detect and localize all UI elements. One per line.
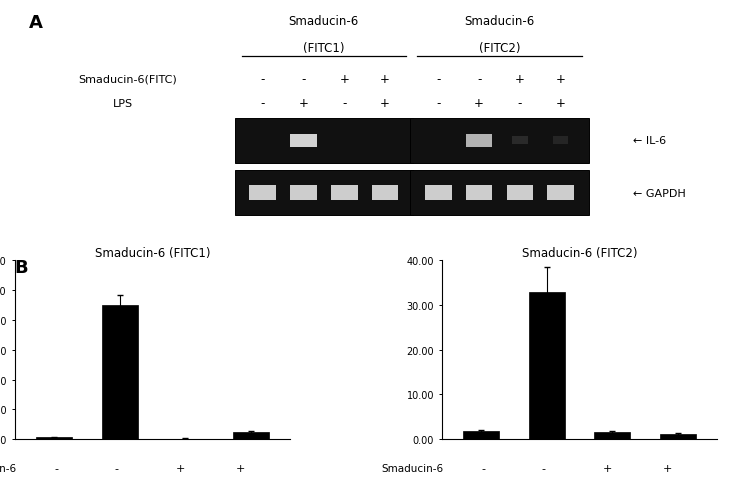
Text: -: - <box>542 463 546 473</box>
Text: Smaducin-6(FITC): Smaducin-6(FITC) <box>78 74 176 84</box>
Bar <box>234 118 413 163</box>
Text: +: + <box>236 463 245 473</box>
Bar <box>507 186 533 201</box>
Text: Smaducin-6: Smaducin-6 <box>0 463 16 473</box>
Bar <box>594 432 630 439</box>
Bar <box>233 432 269 439</box>
Text: ← GAPDH: ← GAPDH <box>633 188 686 198</box>
Bar <box>660 434 696 439</box>
Text: -: - <box>261 73 265 85</box>
Bar <box>425 186 452 201</box>
Bar <box>36 437 72 439</box>
Text: +: + <box>474 97 484 110</box>
Bar <box>512 137 528 145</box>
Text: -: - <box>481 463 485 473</box>
Text: Smaducin-6: Smaducin-6 <box>288 16 359 28</box>
Text: -: - <box>436 73 441 85</box>
Bar <box>290 186 317 201</box>
Bar <box>463 431 499 439</box>
Text: +: + <box>380 73 390 85</box>
Bar <box>529 292 565 439</box>
Bar <box>548 186 574 201</box>
Text: +: + <box>299 97 308 110</box>
Text: -: - <box>477 73 482 85</box>
Text: -: - <box>261 97 265 110</box>
Text: +: + <box>556 97 566 110</box>
Text: +: + <box>663 463 673 473</box>
Bar <box>250 186 276 201</box>
Text: -: - <box>342 97 346 110</box>
Text: +: + <box>175 463 184 473</box>
Title: Smaducin-6 (FITC2): Smaducin-6 (FITC2) <box>522 247 638 260</box>
Text: -: - <box>115 463 119 473</box>
Text: +: + <box>602 463 612 473</box>
Text: Smaducin-6: Smaducin-6 <box>381 463 444 473</box>
Text: A: A <box>29 14 42 31</box>
Bar <box>372 186 398 201</box>
Bar <box>410 171 589 216</box>
Bar <box>290 134 317 147</box>
Text: -: - <box>302 73 306 85</box>
Text: -: - <box>54 463 58 473</box>
Text: -: - <box>436 97 441 110</box>
Text: (FITC1): (FITC1) <box>303 41 345 55</box>
Text: LPS: LPS <box>113 99 133 108</box>
Bar <box>466 134 493 147</box>
Text: -: - <box>518 97 522 110</box>
Bar <box>553 137 568 145</box>
Bar <box>466 186 493 201</box>
Text: +: + <box>515 73 525 85</box>
Text: +: + <box>339 73 349 85</box>
Bar <box>234 171 413 216</box>
Text: ← IL-6: ← IL-6 <box>633 136 666 146</box>
Text: +: + <box>556 73 566 85</box>
Bar <box>410 118 589 163</box>
Text: +: + <box>380 97 390 110</box>
Bar <box>331 186 357 201</box>
Text: Smaducin-6: Smaducin-6 <box>464 16 534 28</box>
Text: (FITC2): (FITC2) <box>479 41 520 55</box>
Bar <box>102 305 138 439</box>
Text: B: B <box>15 259 29 277</box>
Title: Smaducin-6 (FITC1): Smaducin-6 (FITC1) <box>94 247 210 260</box>
